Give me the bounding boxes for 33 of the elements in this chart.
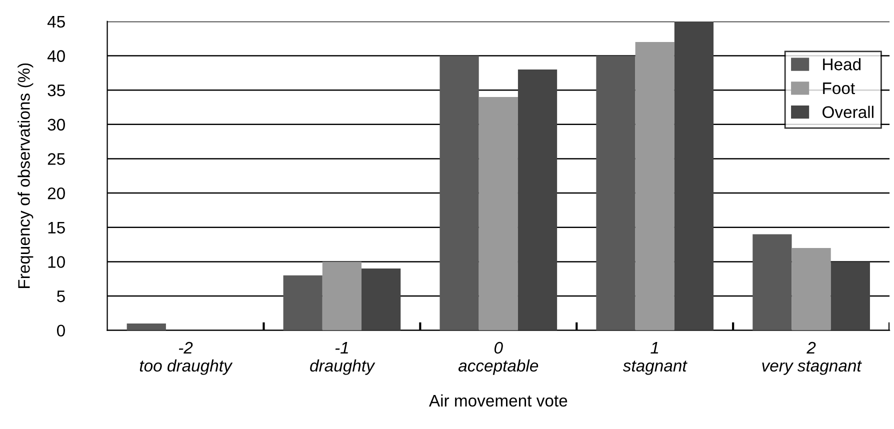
bar [322, 262, 362, 330]
bar [362, 268, 401, 330]
bar [830, 262, 870, 330]
bar [596, 56, 636, 330]
y-tick-label: 30 [48, 118, 65, 131]
bar [635, 42, 674, 330]
legend-label: Foot [823, 82, 855, 94]
y-tick-label: 40 [47, 50, 65, 62]
y-tick-label: 0 [56, 324, 65, 337]
bar [674, 21, 714, 330]
x-tick-label: -1 draughty [310, 342, 376, 375]
bar [126, 323, 166, 330]
x-axis-title: Air movement vote [428, 394, 568, 407]
x-tick-label: 0 acceptable [458, 342, 538, 375]
bar [752, 234, 792, 330]
bar [518, 70, 558, 330]
y-tick-label: 10 [48, 256, 65, 268]
y-tick-label: 20 [48, 187, 65, 200]
bar [478, 96, 518, 330]
y-tick-label: 5 [57, 290, 65, 302]
bar [440, 56, 479, 330]
bar [792, 248, 831, 330]
y-tick-label: 15 [48, 222, 65, 234]
x-tick-label: -2 too draughty [140, 342, 233, 375]
y-axis-title: Frequency of observations (%) [18, 63, 34, 288]
x-tick-label: 2 very stagnant [762, 342, 862, 375]
legend-label: Overall [822, 106, 874, 118]
x-tick-label: 1 stagnant [622, 342, 688, 375]
y-tick-label: 45 [47, 16, 65, 28]
legend-label: Head [823, 58, 861, 70]
y-tick-label: 35 [48, 84, 65, 96]
bar [283, 275, 322, 330]
y-tick-label: 25 [48, 153, 65, 165]
